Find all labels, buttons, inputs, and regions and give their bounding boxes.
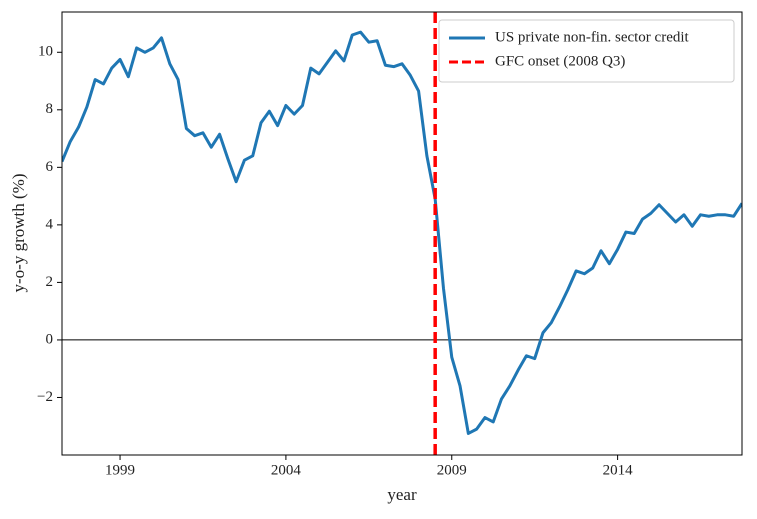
x-tick-label: 2004 [271,462,302,478]
y-tick-label: 4 [46,216,54,232]
x-tick-label: 1999 [105,462,135,478]
y-tick-label: 6 [46,159,54,175]
x-tick-label: 2014 [603,462,634,478]
series-line [62,30,742,435]
y-tick-label: −2 [37,389,53,405]
y-tick-label: 8 [46,101,54,117]
y-axis-label: y-o-y growth (%) [9,174,28,293]
y-tick-label: 2 [46,274,54,290]
plot-frame [61,11,743,456]
y-tick-label: 10 [38,44,53,60]
x-tick-label: 2009 [437,462,467,478]
x-axis-label: year [387,485,417,504]
y-tick-label: 0 [46,331,54,347]
legend-label: US private non-fin. sector credit [495,29,690,45]
legend-box [438,19,735,83]
legend-label: GFC onset (2008 Q3) [495,53,625,69]
